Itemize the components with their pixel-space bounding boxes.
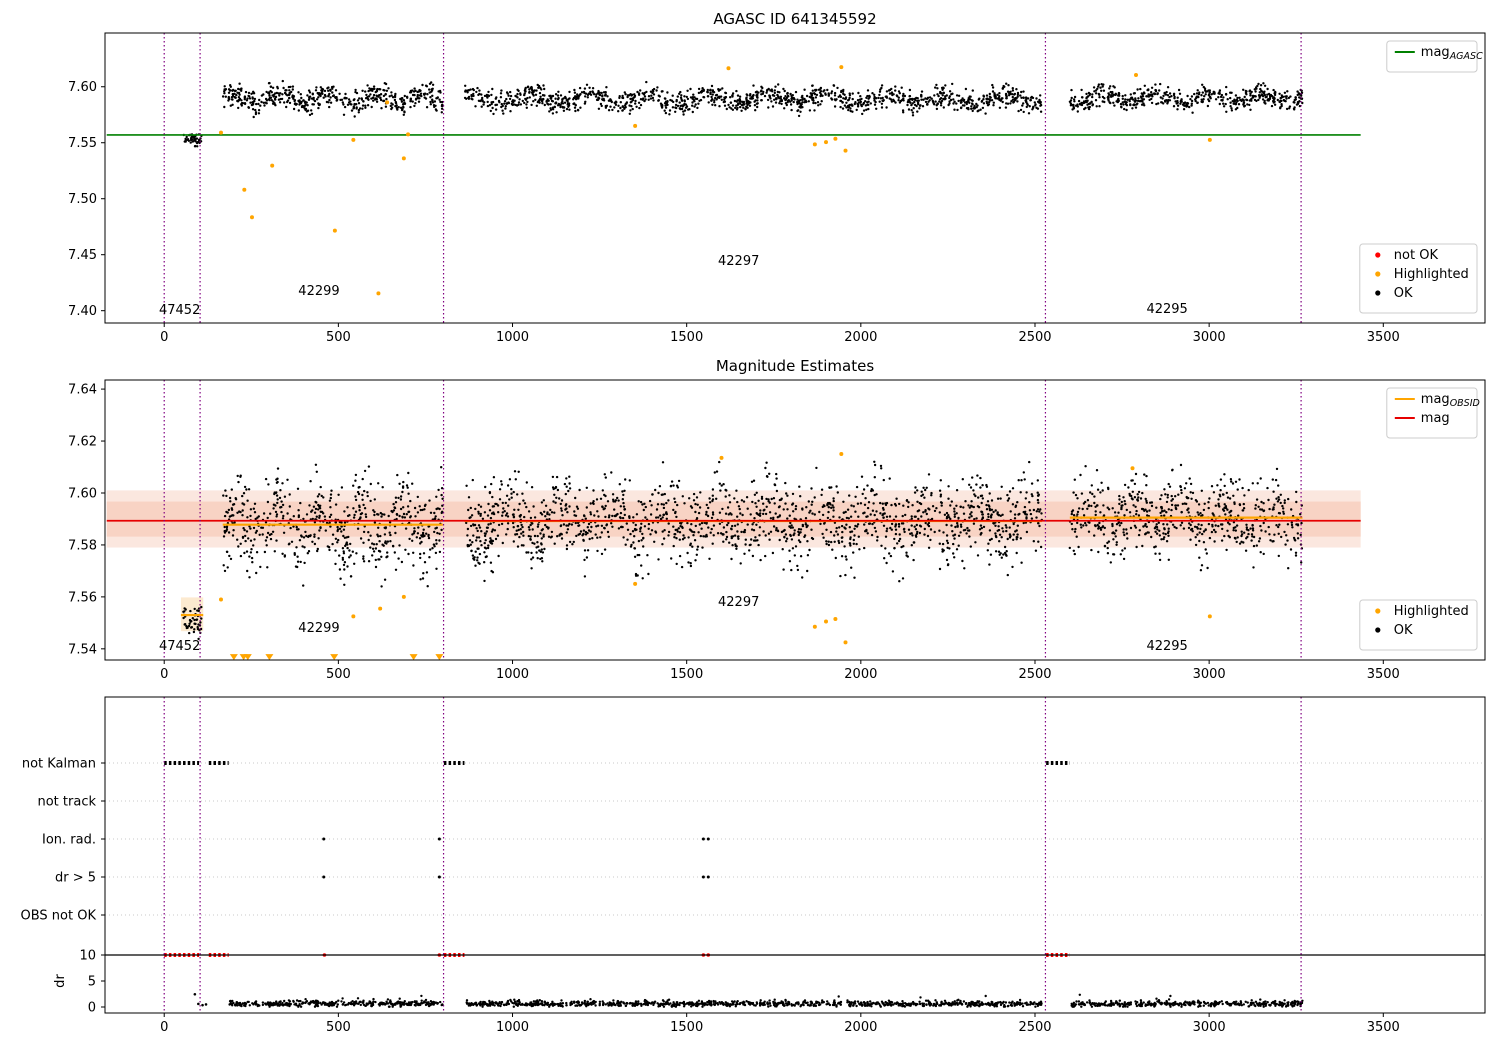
x-tick-label: 0 — [160, 1020, 168, 1035]
y-tick-label: 7.45 — [68, 248, 97, 263]
x-tick-label: 2000 — [844, 330, 877, 345]
x-tick-label: 1000 — [496, 330, 529, 345]
x-tick-label: 1000 — [496, 667, 529, 682]
x-tick-label: 1500 — [670, 1020, 703, 1035]
legend-0-1: not OK Highlighted OK — [1359, 243, 1478, 314]
obsid-annotation: 47452 — [159, 639, 200, 654]
svg-text:not OK: not OK — [1394, 248, 1439, 263]
clipped-triangle-markers — [229, 654, 444, 660]
dr-tick-label: 5 — [88, 975, 96, 990]
chart-0: 7.40 7.45 7.50 7.55 7.60 47452 42299 42297 42295… — [68, 32, 1486, 345]
dr-tick-label: 0 — [88, 1001, 96, 1016]
x-tick-label: 3500 — [1367, 667, 1400, 682]
ok-points — [465, 460, 1044, 583]
legend-0-0: magAGASC — [1386, 40, 1483, 73]
flag-row-label: not Kalman — [22, 757, 96, 772]
x-tick-label: 3000 — [1193, 667, 1226, 682]
obsid-annotation: 47452 — [159, 303, 200, 318]
chart-2: not Kalman not track Ion. rad. dr > 5 OBS no… — [21, 696, 1486, 1035]
highlighted-points — [218, 65, 1212, 296]
x-tick-label: 0 — [160, 330, 168, 345]
plot-area-0 — [106, 33, 1361, 323]
obsid-annotation: 42299 — [298, 621, 339, 636]
flag-row-label: OBS not OK — [21, 909, 97, 924]
dr-axis-label: dr — [53, 974, 68, 988]
x-tick-label: 3000 — [1193, 330, 1226, 345]
x-tick-label: 2000 — [844, 667, 877, 682]
y-tick-label: 7.40 — [68, 304, 97, 319]
plot-area-1 — [106, 380, 1361, 660]
x-tick-label: 1000 — [496, 1020, 529, 1035]
svg-text:magAGASC: magAGASC — [1421, 45, 1483, 62]
x-tick-label: 2000 — [844, 1020, 877, 1035]
y-tick-label: 7.56 — [68, 590, 97, 605]
x-tick-label: 3000 — [1193, 1020, 1226, 1035]
dr-points — [465, 994, 1043, 1008]
highlighted-points — [218, 452, 1212, 645]
y-tick-label: 7.62 — [68, 435, 97, 450]
x-tick-label: 0 — [160, 667, 168, 682]
flag-row-label: not track — [37, 795, 96, 810]
ok-points — [463, 80, 1043, 118]
svg-text:Highlighted: Highlighted — [1394, 267, 1469, 282]
dr-points — [228, 994, 444, 1008]
ok-points — [221, 79, 444, 119]
ok-points — [1068, 82, 1304, 114]
obsid-annotation: 42299 — [298, 284, 339, 299]
y-tick-label: 7.60 — [68, 486, 97, 501]
chart-1: 7.54 7.56 7.58 7.60 7.62 7.64 47452 42299 42297 4… — [68, 379, 1486, 682]
ok-points — [1068, 463, 1304, 572]
y-tick-label: 7.60 — [68, 80, 97, 95]
y-tick-label: 7.55 — [68, 136, 97, 151]
x-tick-label: 3500 — [1367, 330, 1400, 345]
x-tick-label: 2500 — [1018, 330, 1051, 345]
obsid-annotation: 42295 — [1146, 639, 1187, 654]
x-tick-label: 1500 — [670, 667, 703, 682]
x-tick-label: 2500 — [1018, 1020, 1051, 1035]
obsid-annotation: 42297 — [718, 254, 759, 269]
x-tick-label: 500 — [326, 1020, 351, 1035]
y-tick-label: 7.50 — [68, 192, 97, 207]
x-tick-label: 1500 — [670, 330, 703, 345]
y-tick-label: 7.58 — [68, 538, 97, 553]
svg-text:OK: OK — [1394, 286, 1413, 301]
x-tick-label: 500 — [326, 330, 351, 345]
x-tick-label: 2500 — [1018, 667, 1051, 682]
x-tick-label: 3500 — [1367, 1020, 1400, 1035]
flag-row-label: dr > 5 — [55, 871, 96, 886]
dr-tick-label: 10 — [79, 949, 96, 964]
y-tick-label: 7.64 — [68, 383, 97, 398]
plot-area-2 — [105, 697, 1485, 1013]
obsid-annotation: 42295 — [1146, 302, 1187, 317]
y-tick-label: 7.54 — [68, 642, 97, 657]
dr-points — [1070, 993, 1304, 1008]
x-tick-label: 500 — [326, 667, 351, 682]
flag-row-label: Ion. rad. — [42, 833, 96, 848]
obsid-annotation: 42297 — [718, 595, 759, 610]
